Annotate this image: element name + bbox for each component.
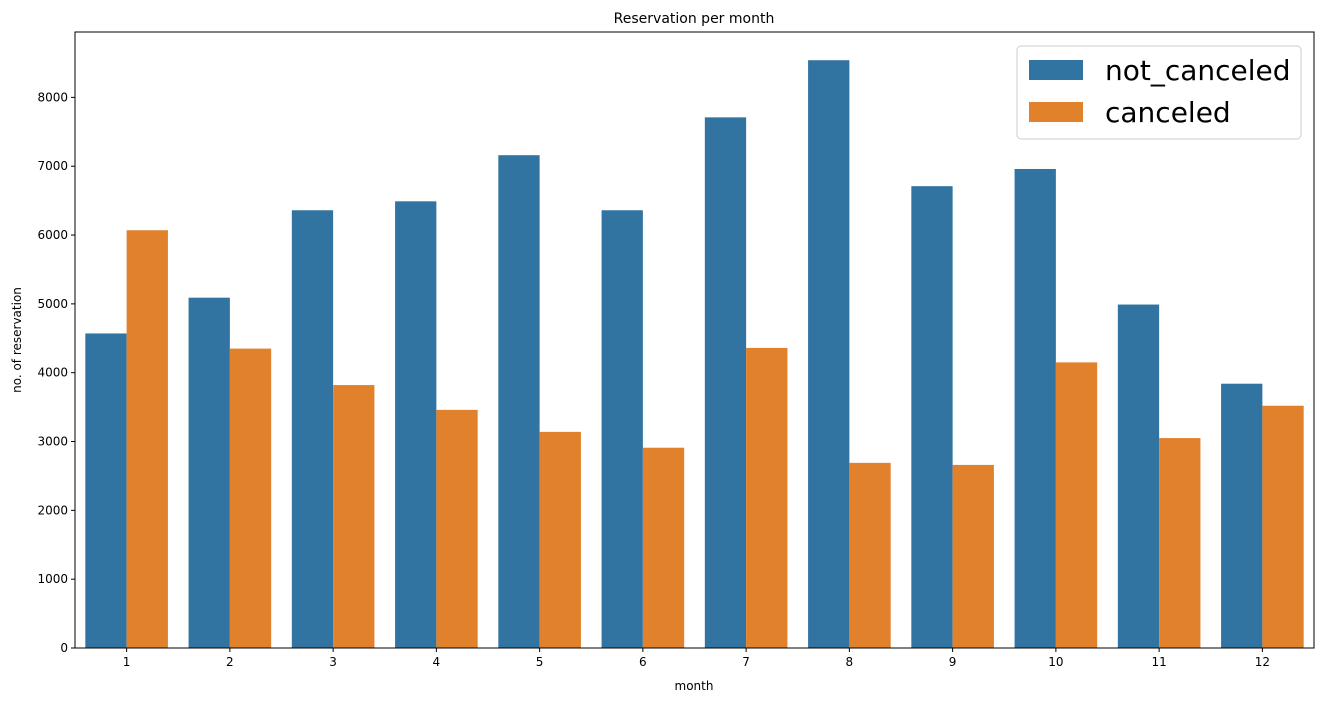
legend-swatch-canceled [1029, 102, 1083, 122]
plot-frame [74, 31, 1315, 649]
x-tick-label: 9 [949, 655, 957, 669]
legend-swatch-not-canceled [1029, 60, 1083, 80]
bar-not-canceled-5 [498, 155, 540, 648]
bar-canceled-8 [849, 462, 891, 648]
y-tick-label: 4000 [37, 366, 68, 380]
x-tick-label: 3 [329, 655, 337, 669]
x-tick-label: 1 [123, 655, 131, 669]
x-tick-label: 10 [1048, 655, 1063, 669]
legend-frame [1016, 45, 1302, 140]
bar-not-canceled-2 [188, 297, 230, 648]
x-tick-label: 6 [639, 655, 647, 669]
bar-canceled-3 [333, 385, 375, 648]
y-tick-label: 8000 [37, 90, 68, 104]
bar-canceled-1 [126, 230, 168, 648]
x-tick-label: 7 [742, 655, 750, 669]
bar-canceled-9 [952, 464, 994, 648]
chart-title: Reservation per month [614, 11, 775, 27]
y-tick-label: 2000 [37, 503, 68, 517]
bar-canceled-7 [746, 347, 788, 648]
x-tick-label: 4 [433, 655, 441, 669]
bar-not-canceled-10 [1014, 168, 1056, 648]
legend-label-not-canceled: not_canceled [1105, 54, 1291, 87]
legend-label-canceled: canceled [1105, 96, 1231, 129]
bar-not-canceled-7 [704, 117, 747, 649]
y-axis-label: no. of reservation [10, 287, 24, 393]
y-tick-label: 1000 [37, 572, 68, 586]
bar-not-canceled-8 [808, 60, 850, 649]
y-tick-label: 5000 [37, 297, 68, 311]
bar-canceled-5 [539, 431, 581, 648]
bar-canceled-2 [229, 348, 272, 648]
bars-group [85, 60, 1304, 649]
y-tick-label: 6000 [37, 228, 68, 242]
bar-canceled-11 [1159, 438, 1201, 648]
bar-not-canceled-1 [85, 333, 127, 648]
bar-not-canceled-12 [1221, 383, 1263, 648]
bar-not-canceled-4 [395, 201, 437, 648]
bar-canceled-6 [642, 447, 685, 648]
x-tick-label: 2 [226, 655, 234, 669]
x-axis-ticks: 1 2 3 4 5 6 7 8 9 10 11 12 [123, 648, 1270, 669]
bar-canceled-4 [436, 409, 478, 648]
y-tick-label: 3000 [37, 435, 68, 449]
legend: not_canceled canceled [1016, 45, 1302, 140]
x-tick-label: 11 [1151, 655, 1166, 669]
y-tick-label: 7000 [37, 159, 68, 173]
bar-not-canceled-9 [911, 186, 953, 649]
x-tick-label: 5 [536, 655, 544, 669]
bar-canceled-10 [1055, 362, 1098, 648]
y-axis-ticks: 0 1000 2000 3000 4000 5000 6000 7000 8000 [37, 90, 75, 655]
bar-not-canceled-3 [291, 210, 334, 648]
bar-not-canceled-6 [601, 210, 643, 648]
bar-canceled-12 [1262, 405, 1304, 648]
x-tick-label: 12 [1255, 655, 1270, 669]
y-tick-label: 0 [60, 641, 68, 655]
bar-not-canceled-11 [1117, 304, 1160, 648]
x-tick-label: 8 [846, 655, 854, 669]
x-axis-label: month [675, 679, 714, 693]
